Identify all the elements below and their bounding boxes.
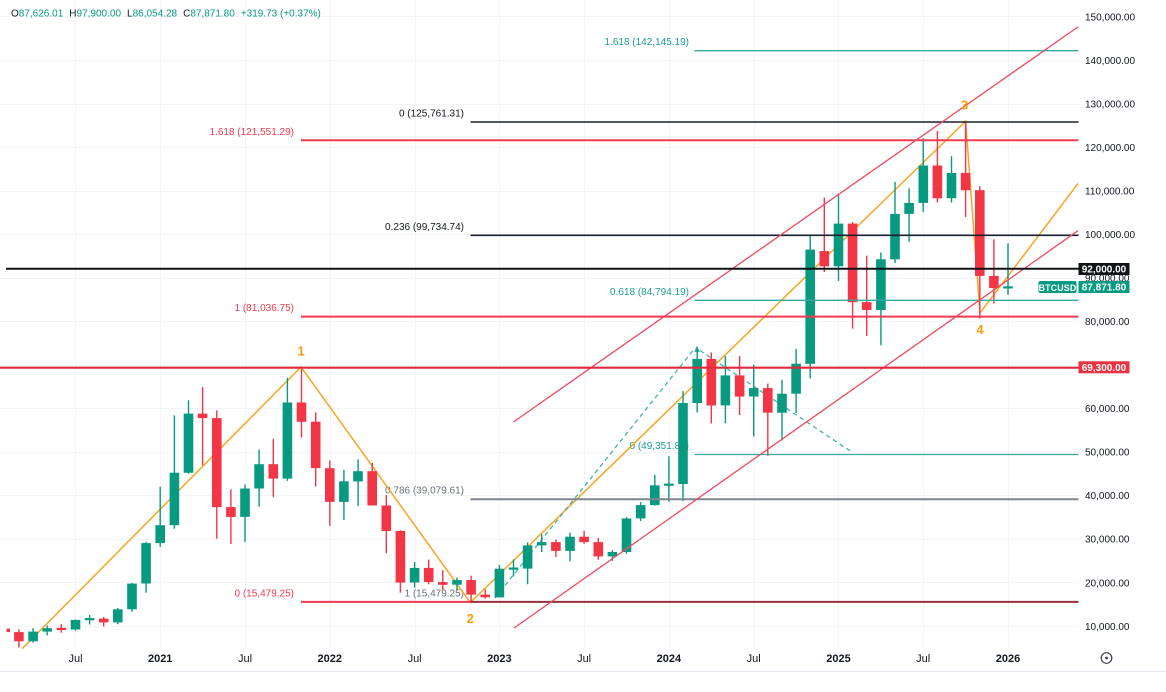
svg-text:1: 1	[297, 344, 304, 359]
svg-text:0.618 (84,794.19): 0.618 (84,794.19)	[610, 287, 689, 298]
svg-text:0.236 (99,734.74): 0.236 (99,734.74)	[385, 222, 464, 233]
svg-text:2026: 2026	[996, 653, 1020, 665]
svg-text:0 (15,479.25): 0 (15,479.25)	[235, 588, 295, 599]
svg-text:30,000.00: 30,000.00	[1085, 535, 1130, 546]
svg-text:130,000.00: 130,000.00	[1085, 100, 1135, 111]
svg-text:Jul: Jul	[408, 653, 422, 665]
svg-text:87,871.80: 87,871.80	[1082, 283, 1127, 294]
svg-text:0.786 (39,079.61): 0.786 (39,079.61)	[385, 486, 464, 497]
svg-text:2021: 2021	[148, 653, 172, 665]
svg-text:60,000.00: 60,000.00	[1085, 404, 1130, 415]
svg-text:Jul: Jul	[916, 653, 930, 665]
svg-text:50,000.00: 50,000.00	[1085, 448, 1130, 459]
svg-text:90,000.00: 90,000.00	[1085, 274, 1130, 285]
svg-text:20,000.00: 20,000.00	[1085, 578, 1130, 589]
svg-text:Jul: Jul	[238, 653, 252, 665]
svg-text:2024: 2024	[657, 653, 682, 665]
svg-text:1.618 (121,551.29): 1.618 (121,551.29)	[209, 127, 294, 138]
svg-text:80,000.00: 80,000.00	[1085, 317, 1130, 328]
svg-text:92,000.00: 92,000.00	[1082, 265, 1127, 276]
svg-text:1.618 (142,145.19): 1.618 (142,145.19)	[604, 37, 689, 48]
svg-text:1 (15,479.25): 1 (15,479.25)	[405, 588, 465, 599]
svg-text:3: 3	[961, 98, 968, 113]
svg-text:2025: 2025	[826, 653, 850, 665]
svg-text:0 (125,761.31): 0 (125,761.31)	[399, 108, 464, 119]
svg-text:Jul: Jul	[577, 653, 591, 665]
svg-text:BTCUSD: BTCUSD	[1039, 283, 1077, 293]
svg-text:0 (49,351.89): 0 (49,351.89)	[630, 441, 690, 452]
svg-text:100,000.00: 100,000.00	[1085, 230, 1135, 241]
svg-text:Jul: Jul	[68, 653, 82, 665]
svg-text:110,000.00: 110,000.00	[1085, 187, 1135, 198]
svg-text:150,000.00: 150,000.00	[1085, 13, 1135, 24]
svg-text:4: 4	[976, 322, 984, 337]
svg-text:69,300.00: 69,300.00	[1082, 363, 1127, 374]
svg-text:120,000.00: 120,000.00	[1085, 143, 1135, 154]
svg-text:2: 2	[467, 611, 474, 626]
svg-text:10,000.00: 10,000.00	[1085, 622, 1130, 633]
svg-text:40,000.00: 40,000.00	[1085, 491, 1130, 502]
svg-text:1 (81,036.75): 1 (81,036.75)	[235, 303, 295, 314]
svg-text:Jul: Jul	[747, 653, 761, 665]
svg-text:2023: 2023	[487, 653, 511, 665]
svg-text:2022: 2022	[318, 653, 342, 665]
svg-text:140,000.00: 140,000.00	[1085, 56, 1135, 67]
